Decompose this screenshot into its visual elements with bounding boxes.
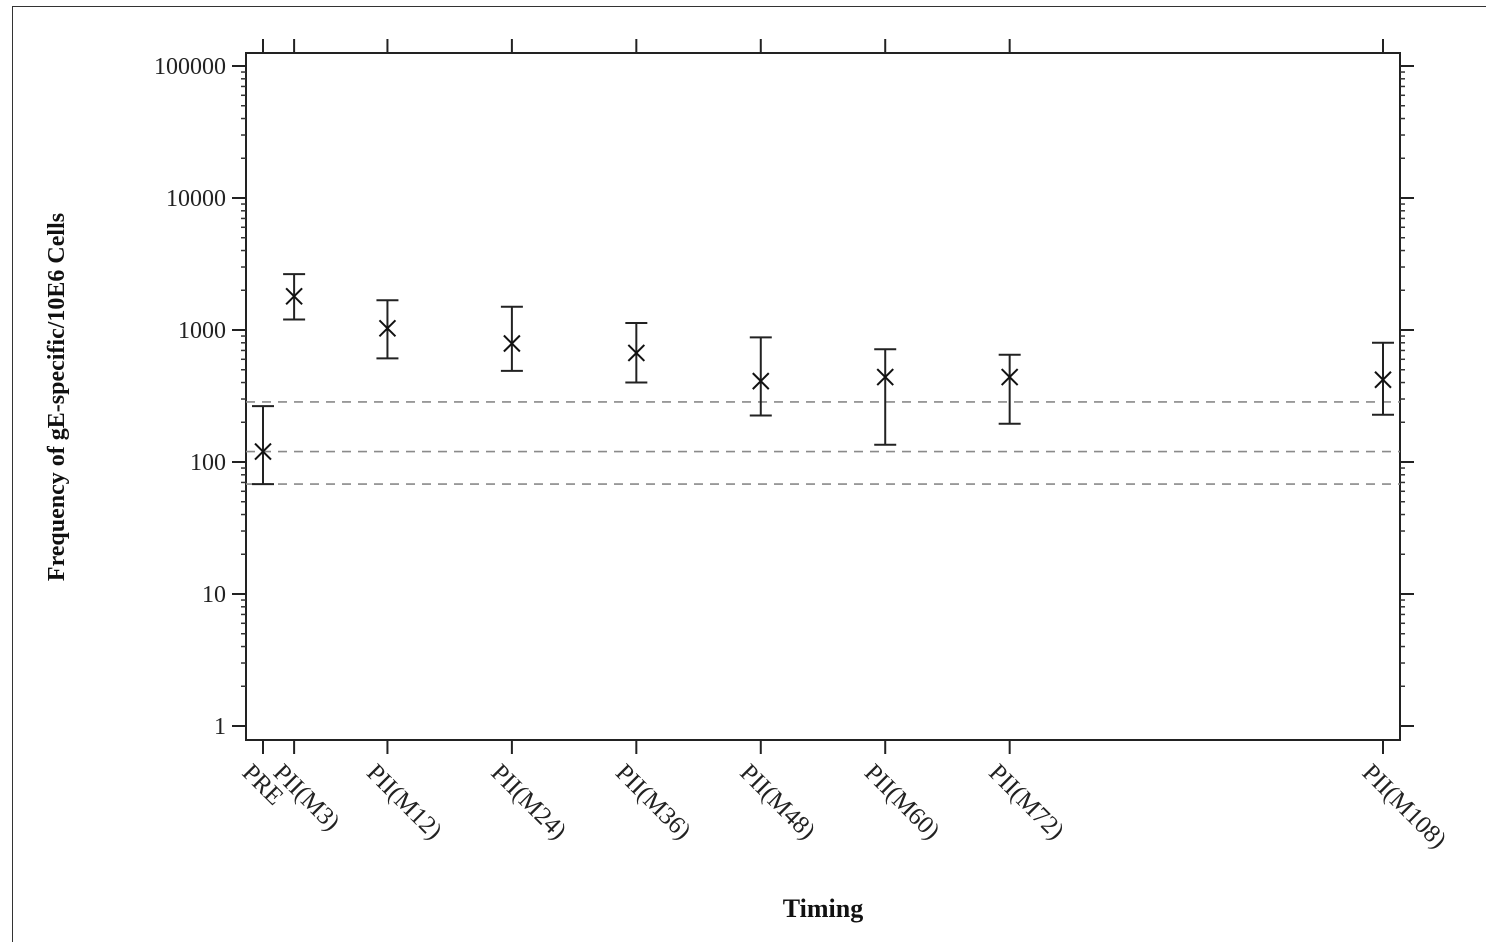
y-tick-label: 1000 [178,318,226,344]
x-tick-label: PII(M36) [610,759,696,845]
data-points [252,274,1394,484]
x-tick-label: PII(M48) [735,759,821,845]
x-tick-label: PII(M108) [1357,759,1452,854]
y-tick-label: 10 [202,582,226,608]
x-tick-label: PII(M60) [859,759,945,845]
x-tick-label: PII(M72) [983,759,1069,845]
y-tick-label: 100 [190,450,226,476]
x-tick-label: PII(M24) [486,759,572,845]
x-tick-label: PII(M12) [361,759,447,845]
y-axis: 100000 10000 1000 100 10 1 [154,54,1414,740]
reference-lines [246,402,1400,484]
plot-area [246,53,1400,740]
y-tick-label: 1 [214,714,226,740]
x-axis-title: Timing [783,894,863,923]
y-tick-label: 10000 [166,186,226,212]
y-tick-label: 100000 [154,54,226,80]
y-axis-title: Frequency of gE-specific/10E6 Cells [44,213,70,581]
